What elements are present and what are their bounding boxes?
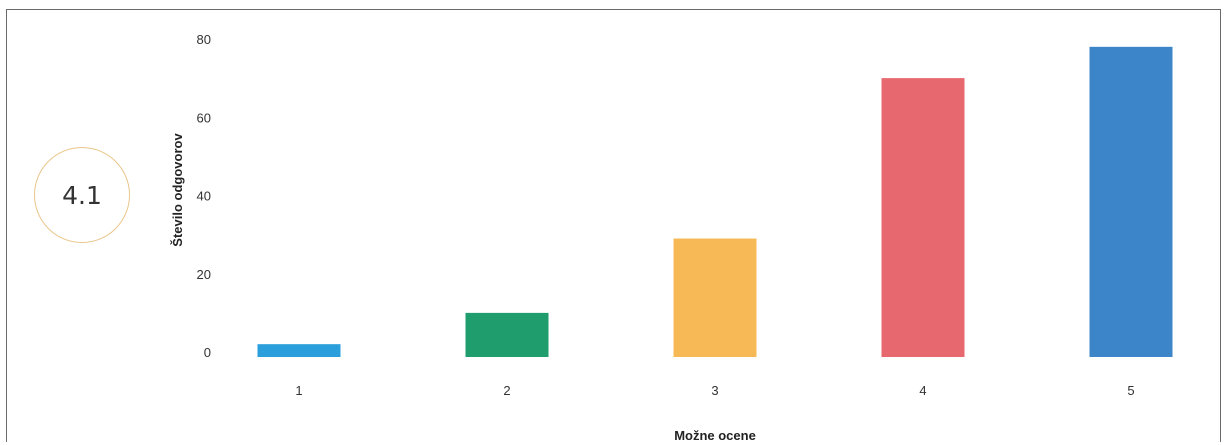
bar-4 xyxy=(881,78,965,357)
y-tick-label: 40 xyxy=(197,189,211,204)
bar-2 xyxy=(465,312,549,357)
chart-frame xyxy=(6,9,1221,442)
average-score-value: 4.1 xyxy=(62,180,102,210)
x-tick-label: 5 xyxy=(1127,383,1134,398)
y-tick-label: 0 xyxy=(204,345,211,360)
x-axis-title: Možne ocene xyxy=(674,428,756,443)
y-axis-title: Število odgovorov xyxy=(170,133,185,247)
bar-5 xyxy=(1089,46,1173,357)
x-tick-label: 2 xyxy=(503,383,510,398)
y-axis-ticks: 0 20 40 60 80 xyxy=(197,32,211,360)
x-tick-label: 1 xyxy=(295,383,302,398)
average-score-badge: 4.1 xyxy=(34,147,130,243)
y-tick-label: 80 xyxy=(197,32,211,47)
bar-3 xyxy=(673,238,757,357)
x-tick-label: 3 xyxy=(711,383,718,398)
x-tick-label: 4 xyxy=(919,383,926,398)
bar-1 xyxy=(257,344,341,357)
y-tick-label: 20 xyxy=(197,267,211,282)
bars xyxy=(257,46,1173,357)
y-tick-label: 60 xyxy=(197,110,211,125)
x-axis-ticks: 1 2 3 4 5 xyxy=(295,383,1134,398)
